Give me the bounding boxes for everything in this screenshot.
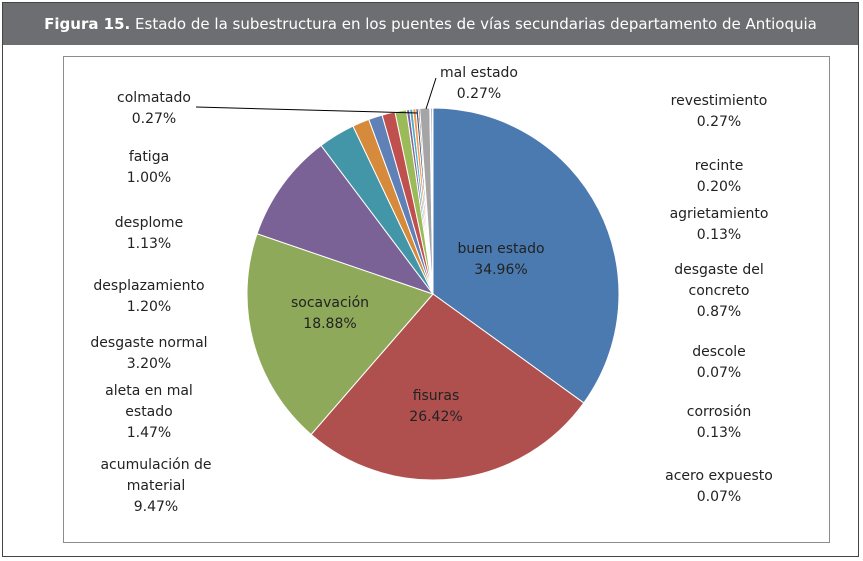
slice-label-agrietamiento: agrietamiento 0.13% — [670, 206, 769, 243]
slice-label-aleta-en-mal-estado: aleta en mal estado 1.47% — [105, 383, 193, 441]
chart-area: buen estado 34.96% fisuras 26.42% socavación… — [63, 56, 830, 543]
slice-label-descole: descole 0.07% — [692, 344, 746, 381]
leader-line-2 — [425, 77, 437, 110]
slice-label-socavación: socavación 18.88% — [291, 295, 369, 332]
pie-slice-acumulación-de-material — [256, 144, 435, 296]
pie-slice-socavación — [246, 233, 434, 436]
slice-label-desplazamiento: desplazamiento 1.20% — [93, 278, 204, 315]
slice-label-desplome: desplome 1.13% — [115, 215, 183, 252]
figure-number: Figura 15. — [44, 15, 131, 33]
slice-label-desgaste-normal: desgaste normal 3.20% — [90, 335, 207, 372]
pie-slice-buen-estado — [432, 107, 620, 404]
figure-title: Estado de la subestructura en los puente… — [135, 15, 817, 33]
slice-label-recinte: recinte 0.20% — [695, 158, 744, 195]
figure-caption: Figura 15. Estado de la subestructura en… — [3, 3, 858, 45]
slice-label-desgaste-del-concreto: desgaste del concreto 0.87% — [674, 262, 764, 320]
slice-label-corrosión: corrosión 0.13% — [687, 404, 751, 441]
leader-line-1 — [195, 106, 418, 114]
slice-label-colmatado: colmatado 0.27% — [117, 90, 191, 127]
slice-label-fisuras: fisuras 26.42% — [409, 388, 462, 425]
slice-label-mal-estado: mal estado 0.27% — [440, 65, 518, 102]
slice-label-revestimiento: revestimiento 0.27% — [671, 93, 768, 130]
slice-label-fatiga: fatiga 1.00% — [127, 149, 171, 186]
pie-slice-acero-expuesto — [431, 107, 434, 295]
pie-slice-fisuras — [310, 293, 585, 481]
slice-label-acumulación-de-material: acumulación de material 9.47% — [100, 457, 211, 515]
pie-chart: buen estado 34.96% fisuras 26.42% socavación… — [90, 65, 773, 515]
slice-label-acero-expuesto: acero expuesto 0.07% — [665, 468, 773, 505]
slice-label-buen-estado: buen estado 34.96% — [457, 241, 544, 278]
